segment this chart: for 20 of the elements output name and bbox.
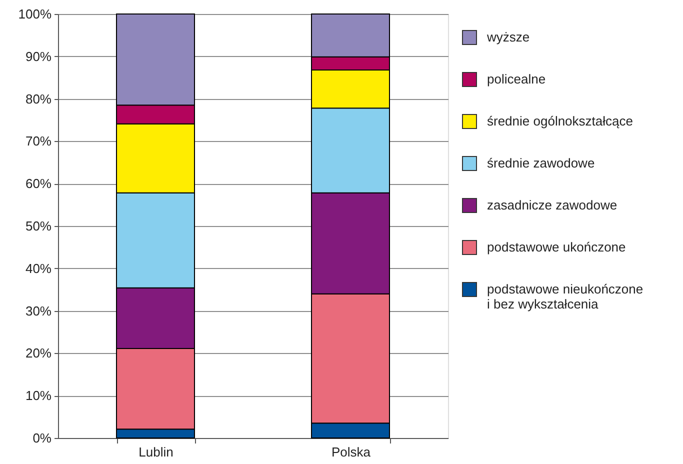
y-tick-label: 90% — [25, 48, 52, 64]
y-tick-label: 40% — [25, 260, 52, 276]
legend-label: wyższe — [486, 30, 530, 44]
y-tick-label: 100% — [18, 6, 52, 22]
y-tick-label: 70% — [25, 134, 52, 149]
y-tick-label: 0% — [32, 430, 52, 446]
legend-label: zasadnicze zawodowe — [487, 198, 618, 212]
x-tick-label: Lublin — [138, 444, 174, 460]
y-tick-label: 50% — [25, 218, 52, 234]
y-tick-label: 80% — [25, 91, 52, 106]
legend-label: podstawowe nieukończone i bez wykształcenia — [487, 282, 644, 312]
legend-label: średnie zawodowe — [487, 156, 595, 170]
y-tick-label: 20% — [25, 346, 52, 361]
x-tick-label: Polska — [331, 444, 372, 460]
y-tick-label: 60% — [25, 176, 52, 192]
y-tick-label: 10% — [25, 388, 52, 404]
legend-label: podstawowe ukończone — [487, 240, 626, 254]
legend-label: średnie ogólnokształcące — [487, 114, 633, 128]
legend-label: policealne — [487, 72, 546, 86]
y-tick-label: 30% — [25, 303, 52, 318]
